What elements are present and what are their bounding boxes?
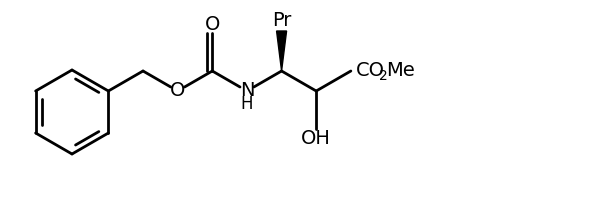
Text: O: O: [205, 14, 220, 34]
Polygon shape: [277, 31, 286, 71]
Text: Pr: Pr: [272, 12, 291, 30]
Text: OH: OH: [302, 129, 331, 148]
Text: O: O: [170, 81, 185, 101]
Text: N: N: [240, 81, 254, 101]
Text: H: H: [241, 95, 253, 113]
Text: Me: Me: [386, 62, 415, 81]
Text: 2: 2: [379, 69, 388, 83]
Text: CO: CO: [356, 62, 385, 81]
